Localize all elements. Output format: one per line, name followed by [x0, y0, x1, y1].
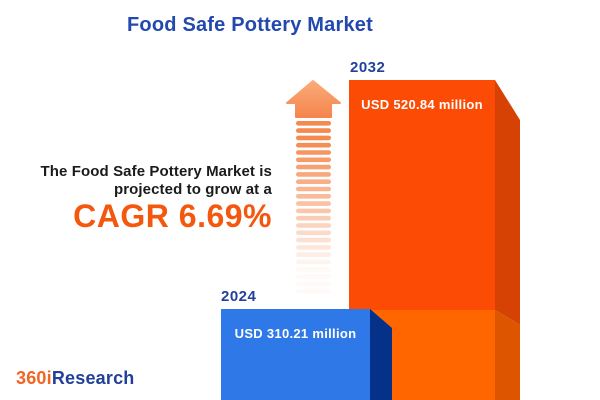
growth-arrow-stripe: [296, 267, 331, 272]
page-title: Food Safe Pottery Market: [127, 14, 373, 36]
growth-arrow-stripe: [296, 157, 331, 163]
growth-arrow-icon: [286, 80, 341, 294]
growth-arrow-stripes: [296, 121, 331, 294]
growth-arrow-stripe: [296, 245, 331, 250]
growth-arrow-stripe: [296, 259, 331, 265]
bar-2024: [221, 309, 392, 400]
bar-2024-value-label: USD 310.21 million: [234, 326, 357, 341]
bar-2032-side-bottom: [495, 310, 520, 400]
bar-2032-year-label: 2032: [350, 59, 386, 76]
growth-arrow-stripe: [296, 281, 331, 287]
growth-arrow-stripe: [296, 142, 331, 148]
tagline-line2: projected to grow at a: [113, 180, 272, 198]
bar-2024-front: [221, 309, 370, 400]
growth-arrow-stripe: [296, 121, 331, 126]
growth-arrow-stripe: [296, 164, 331, 170]
growth-arrow-stripe: [296, 230, 331, 236]
360iresearch-logo: 360iResearch: [16, 368, 135, 388]
bar-2032-front-top: [349, 80, 495, 310]
growth-arrow-stripe: [296, 252, 331, 257]
growth-arrow-stripe: [296, 237, 331, 243]
tagline-line1: The Food Safe Pottery Market is: [40, 163, 272, 180]
growth-arrow-stripe: [296, 274, 331, 279]
growth-arrow-stripe: [296, 150, 331, 155]
growth-arrow-head: [286, 80, 341, 118]
growth-arrow-stripe: [296, 135, 331, 141]
growth-arrow-stripe: [296, 186, 331, 192]
growth-arrow-stripe: [296, 194, 331, 199]
bar-2024-year-label: 2024: [221, 288, 257, 305]
growth-arrow-stripe: [296, 172, 331, 177]
bar-2032-value-label: USD 520.84 million: [361, 97, 483, 112]
cagr-value: CAGR 6.69%: [73, 198, 272, 234]
growth-arrow-stripe: [296, 179, 331, 184]
growth-arrow-stripe: [296, 215, 331, 221]
growth-arrow-stripe: [296, 201, 331, 206]
bar-2032-side-top: [495, 80, 520, 325]
logo-part-orange: 360i: [16, 368, 52, 388]
bar-2032: [349, 80, 520, 400]
growth-arrow-stripe: [296, 288, 331, 294]
growth-arrow-stripe: [296, 208, 331, 214]
logo-part-blue: Research: [51, 368, 135, 388]
bar-2024-side: [370, 309, 392, 400]
tagline: The Food Safe Pottery Market is projecte…: [41, 163, 272, 198]
growth-arrow-stripe: [296, 128, 331, 133]
growth-arrow-stripe: [296, 223, 331, 228]
